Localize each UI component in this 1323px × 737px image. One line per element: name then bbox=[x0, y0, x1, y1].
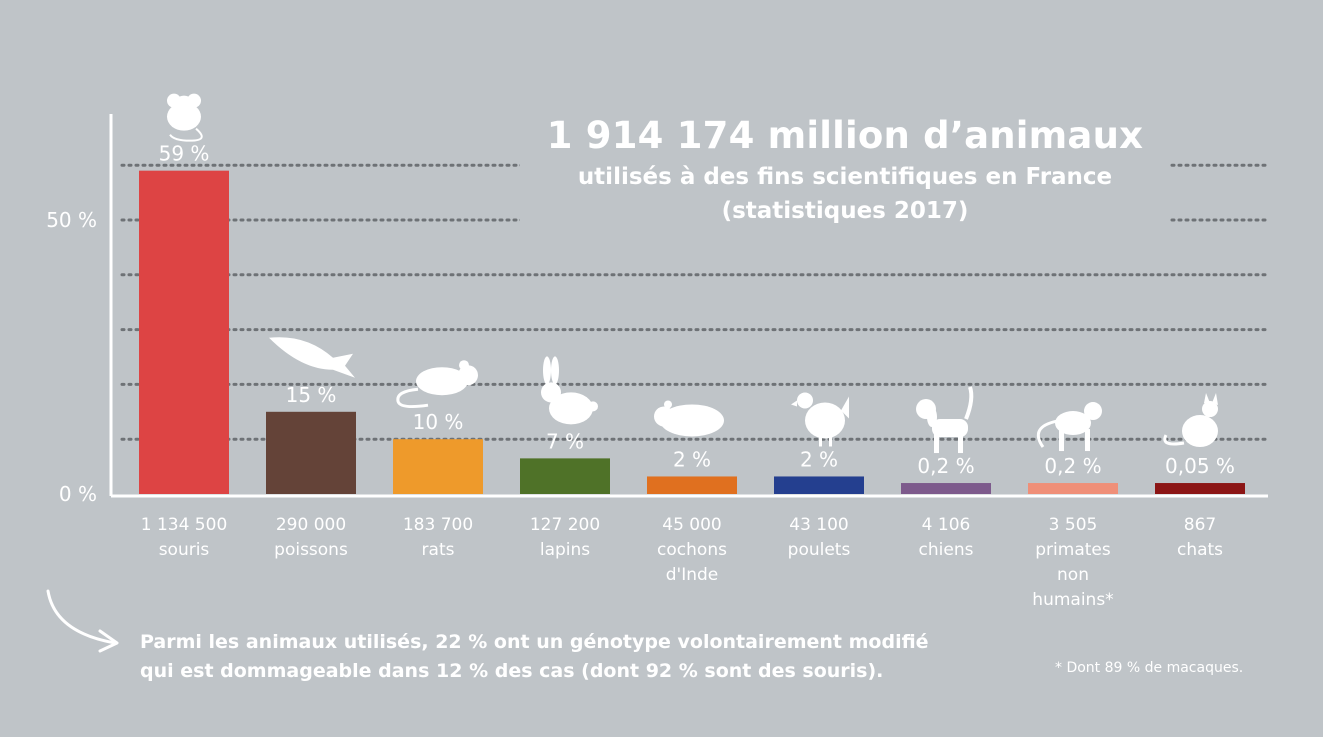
category-name: primates bbox=[1035, 540, 1111, 560]
animal-icons bbox=[167, 93, 1218, 454]
bar-chiens bbox=[901, 483, 991, 494]
category-name: d'Inde bbox=[666, 565, 719, 585]
fish-icon bbox=[269, 337, 355, 378]
bar-percent-label: 7 % bbox=[546, 429, 584, 453]
category-count: 4 106 bbox=[922, 515, 971, 535]
category-name: chiens bbox=[919, 540, 974, 560]
chart-title: 1 914 174 million d’animaux bbox=[546, 114, 1144, 157]
bar-poissons bbox=[266, 411, 356, 494]
category-name: lapins bbox=[540, 540, 590, 560]
bar-percent-label: 15 % bbox=[286, 383, 337, 407]
category-name: humains* bbox=[1032, 590, 1113, 610]
bar-percent-label: 59 % bbox=[159, 142, 210, 166]
y-tick-label: 0 % bbox=[59, 482, 97, 506]
note-line2: qui est dommageable dans 12 % des cas (d… bbox=[140, 660, 884, 682]
category-count: 43 100 bbox=[789, 515, 848, 535]
bar-lapins bbox=[520, 458, 610, 494]
bar-percent-label: 0,2 % bbox=[917, 454, 974, 478]
category-name: chats bbox=[1177, 540, 1223, 560]
bar-cochons bbox=[647, 476, 737, 494]
bar-percent-label: 2 % bbox=[673, 447, 711, 471]
bar-percent-label: 0,05 % bbox=[1165, 454, 1235, 478]
bar-chats bbox=[1155, 483, 1245, 494]
axes bbox=[109, 114, 1268, 498]
category-count: 127 200 bbox=[530, 515, 600, 535]
category-count: 1 134 500 bbox=[141, 515, 228, 535]
monkey-icon bbox=[1036, 402, 1102, 452]
bars bbox=[139, 170, 1245, 494]
bar-percent-label: 10 % bbox=[413, 410, 464, 434]
chart-subtitle-line2: (statistiques 2017) bbox=[721, 198, 969, 224]
category-count: 867 bbox=[1184, 515, 1216, 535]
y-tick-label: 50 % bbox=[46, 208, 97, 232]
curved-arrow-icon bbox=[46, 589, 119, 653]
category-name: poulets bbox=[788, 540, 851, 560]
labels: 50 % 0 % 59 % 1 134 500 souris 15 % 290 000 poi… bbox=[46, 142, 1235, 610]
category-count: 290 000 bbox=[276, 515, 346, 535]
footnote: * Dont 89 % de macaques. bbox=[1055, 660, 1244, 676]
title-block: 1 914 174 million d’animaux utilisés à d… bbox=[520, 112, 1170, 228]
chart-subtitle-line1: utilisés à des fins scientifiques en Fra… bbox=[577, 164, 1113, 190]
bar-souris bbox=[139, 170, 229, 494]
category-count: 45 000 bbox=[662, 515, 721, 535]
category-name: rats bbox=[422, 540, 455, 560]
rabbit-icon bbox=[541, 356, 598, 425]
chicken-icon bbox=[791, 392, 849, 447]
bar-percent-label: 2 % bbox=[800, 447, 838, 471]
category-count: 3 505 bbox=[1049, 515, 1098, 535]
category-count: 183 700 bbox=[403, 515, 473, 535]
mouse-icon bbox=[167, 93, 203, 142]
bar-primates bbox=[1028, 483, 1118, 494]
genotype-note: Parmi les animaux utilisés, 22 % ont un … bbox=[140, 628, 929, 686]
guinea-pig-icon bbox=[654, 400, 724, 437]
bar-rats bbox=[393, 439, 483, 494]
category-name: cochons bbox=[657, 540, 727, 560]
bar-percent-label: 0,2 % bbox=[1044, 454, 1101, 478]
rat-icon bbox=[396, 360, 478, 409]
note-line1: Parmi les animaux utilisés, 22 % ont un … bbox=[140, 631, 929, 653]
category-name: non bbox=[1057, 565, 1089, 585]
dog-icon bbox=[916, 386, 974, 454]
cat-icon bbox=[1163, 393, 1218, 448]
bar-poulets bbox=[774, 476, 864, 494]
category-name: poissons bbox=[274, 540, 348, 560]
category-name: souris bbox=[159, 540, 210, 560]
